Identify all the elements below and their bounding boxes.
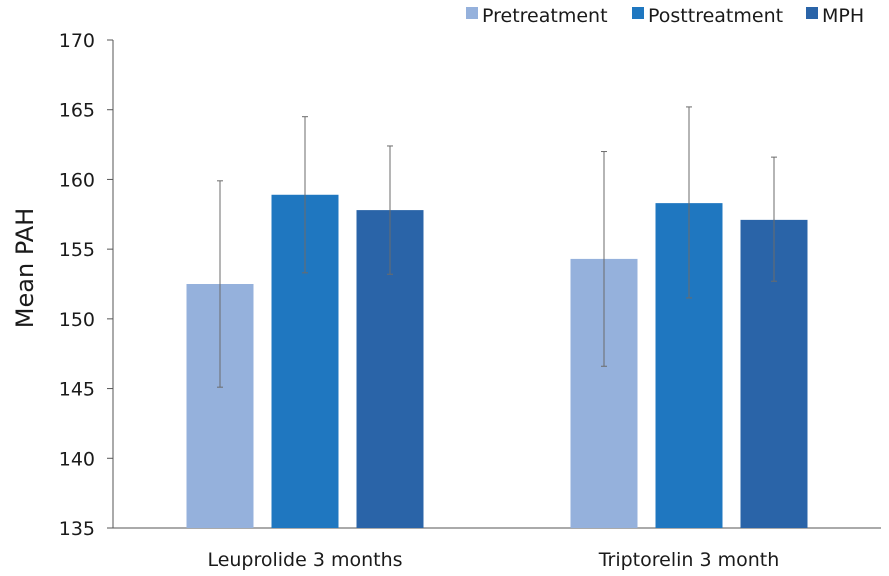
- y-tick-label: 140: [59, 448, 95, 470]
- legend: Pretreatment Posttreatment MPH: [466, 5, 864, 27]
- y-tick-label: 135: [59, 518, 95, 540]
- legend-swatch-posttreatment: [632, 7, 644, 19]
- legend-label-pretreatment: Pretreatment: [482, 5, 608, 27]
- y-tick-label: 150: [59, 309, 95, 331]
- y-tick-label: 145: [59, 379, 95, 401]
- legend-label-mph: MPH: [822, 5, 864, 27]
- y-tick-label: 155: [59, 239, 95, 261]
- bars: [186, 194, 808, 529]
- legend-label-posttreatment: Posttreatment: [648, 5, 783, 27]
- x-category-label: Triptorelin 3 month: [598, 549, 780, 571]
- x-category-label: Leuprolide 3 months: [207, 549, 402, 571]
- legend-swatch-mph: [806, 7, 818, 19]
- legend-swatch-pretreatment: [466, 7, 478, 19]
- error-bars: [217, 106, 777, 388]
- y-axis-label: Mean PAH: [11, 208, 39, 328]
- y-tick-label: 165: [59, 100, 95, 122]
- category-labels: Leuprolide 3 months Triptorelin 3 month: [207, 549, 779, 571]
- y-tick-label: 160: [59, 169, 95, 191]
- y-tick-label: 170: [59, 30, 95, 52]
- y-axis-ticks: 135 140 145 150 155 160 165 170: [59, 30, 113, 540]
